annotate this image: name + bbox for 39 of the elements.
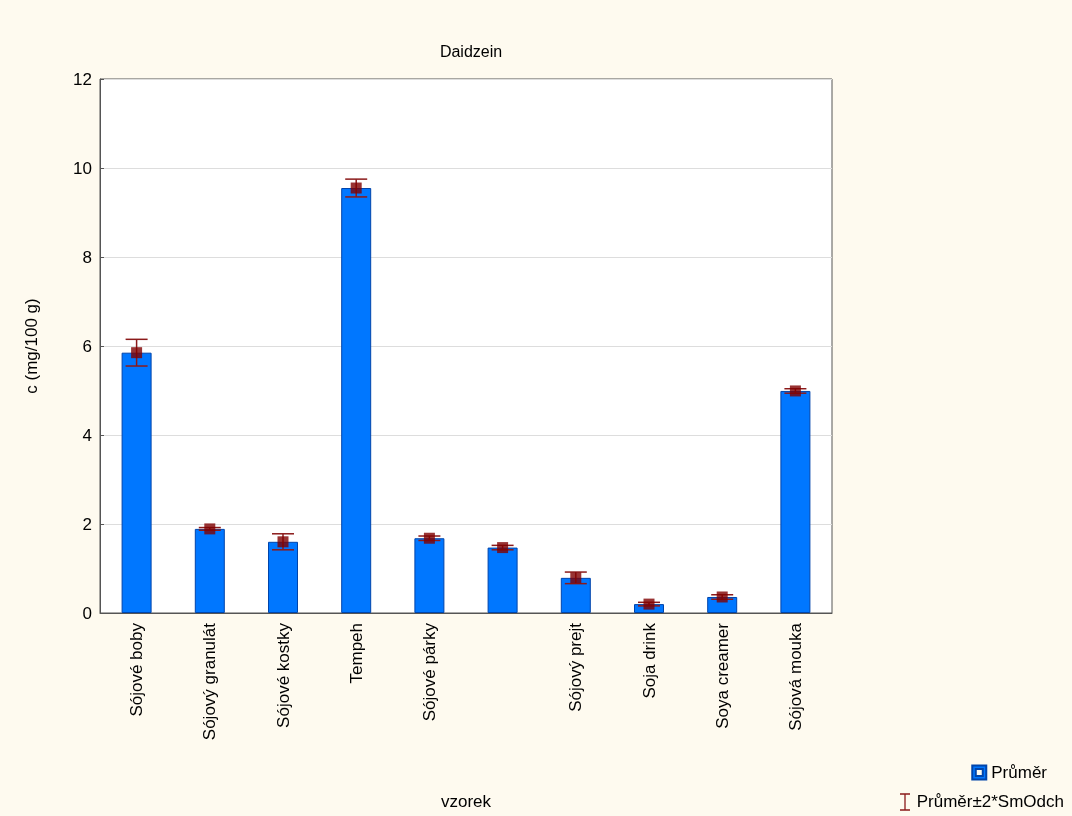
bar <box>121 352 152 613</box>
point <box>570 572 582 584</box>
x-tick-label: Sójová mouka <box>785 622 805 731</box>
y-tick-label: 0 <box>82 603 92 623</box>
point <box>497 542 509 554</box>
x-tick-label: Sójové boby <box>127 622 147 717</box>
bar <box>780 390 811 613</box>
legend-label: Průměr <box>991 763 1048 782</box>
point <box>789 385 801 397</box>
y-tick-label: 2 <box>82 514 92 534</box>
x-tick-label: Tempeh <box>346 623 366 684</box>
chart-title: Daidzein <box>439 42 503 60</box>
x-tick-label: Soja drink <box>639 622 659 699</box>
x-tick-label: Soya creamer <box>712 622 732 729</box>
point <box>131 347 143 359</box>
y-tick-label: 12 <box>73 69 92 89</box>
y-tick-label: 4 <box>82 425 92 445</box>
bar <box>414 538 445 613</box>
bar <box>268 541 298 613</box>
y-tick-label: 8 <box>82 247 92 267</box>
point <box>350 182 362 194</box>
text: Průměr±2*SmOdch <box>916 792 1064 812</box>
point <box>643 598 655 610</box>
point <box>423 532 435 544</box>
x-tick-label: Sójové párky <box>419 622 439 722</box>
x-tick-label: Sójové kostky <box>273 622 293 728</box>
bar <box>194 528 225 613</box>
x-tick-label: Sójový granulát <box>200 622 220 741</box>
point <box>204 523 216 535</box>
bar <box>341 188 372 613</box>
bar <box>560 577 591 613</box>
point <box>716 591 728 603</box>
x-axis-title: vzorek <box>440 792 492 811</box>
bar <box>487 547 518 613</box>
y-tick-label: 10 <box>73 158 92 178</box>
x-tick-label: Sójový prejt <box>566 622 586 712</box>
y-axis-title: c (mg/100 g) <box>22 298 41 394</box>
point <box>277 536 289 548</box>
y-tick-label: 6 <box>82 336 92 356</box>
